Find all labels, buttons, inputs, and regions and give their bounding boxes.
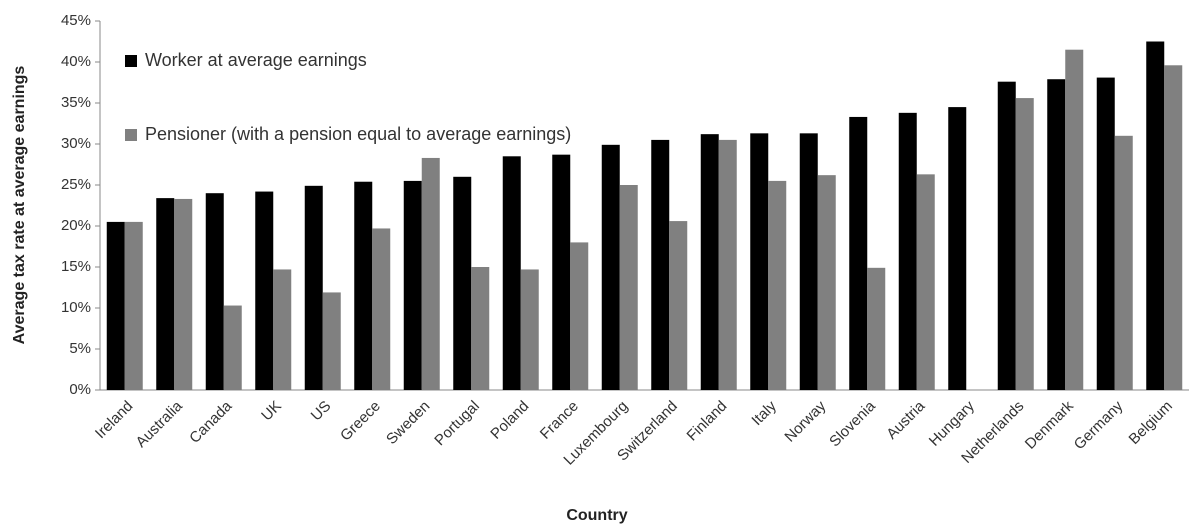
bar [372,228,391,390]
legend-label: Worker at average earnings [145,50,367,70]
bar [205,193,224,390]
bar [354,181,373,390]
bar [552,154,571,390]
bar [273,269,292,390]
x-tick-label: Ireland [92,398,136,442]
bar [421,157,440,390]
y-tick-label: 35% [61,94,91,111]
y-tick-label: 30% [61,135,91,152]
y-tick-label: 0% [69,381,91,398]
bar [867,267,886,390]
bar [174,198,193,390]
bar [799,133,818,390]
x-tick-label: Italy [748,397,780,429]
x-tick-label: UK [258,398,285,425]
bar [1065,49,1084,390]
x-tick-label: Finland [684,398,731,445]
x-tick-label: Germany [1071,397,1127,453]
bar [1146,41,1165,390]
bar [1096,77,1115,390]
bar [817,175,836,390]
bar [718,139,737,390]
bar [916,174,935,390]
bar [1015,98,1034,390]
x-tick-label: Belgium [1126,398,1176,448]
y-tick-label: 25% [61,176,91,193]
x-tick-label: Austria [883,397,928,442]
bar [619,185,638,390]
x-tick-label: US [308,398,335,425]
y-tick-label: 5% [69,340,91,357]
x-tick-label: Denmark [1022,397,1077,452]
y-tick-label: 40% [61,53,91,70]
x-tick-label: Portugal [431,398,483,450]
bar [1114,135,1133,390]
bar [304,185,323,390]
legend-label: Pensioner (with a pension equal to avera… [145,124,571,144]
legend-swatch [125,129,137,141]
legend-swatch [125,55,137,67]
bar [700,134,719,390]
y-tick-label: 15% [61,258,91,275]
bar [570,242,589,390]
bar [768,180,787,390]
x-tick-label: Australia [133,397,187,451]
x-tick-label: Slovenia [826,397,879,450]
x-axis-title: Country [566,507,627,524]
x-tick-label: France [537,398,582,443]
x-tick-label: Poland [487,398,532,443]
bar [124,221,143,390]
bar [471,267,490,390]
bar [502,156,521,390]
bar [898,112,917,390]
y-tick-label: 45% [61,12,91,29]
bar [1164,65,1183,390]
bar [601,144,620,390]
bar [223,305,242,390]
bar [750,133,769,390]
bar [403,180,422,390]
bar [849,116,868,390]
bar [255,191,274,390]
bar [156,198,175,390]
y-axis-title: Average tax rate at average earnings [11,66,28,345]
x-tick-label: Norway [781,397,829,445]
bar [997,81,1016,391]
bar [1047,79,1066,390]
bar [322,292,341,390]
bar [453,176,472,390]
bar [520,269,539,390]
bar [948,107,967,390]
bar [106,221,125,390]
y-tick-label: 10% [61,299,91,316]
y-tick-label: 20% [61,217,91,234]
x-tick-label: Sweden [383,398,433,448]
bar [651,139,670,390]
bar [669,221,688,390]
x-tick-label: Greece [337,398,384,445]
x-tick-label: Canada [186,397,236,447]
